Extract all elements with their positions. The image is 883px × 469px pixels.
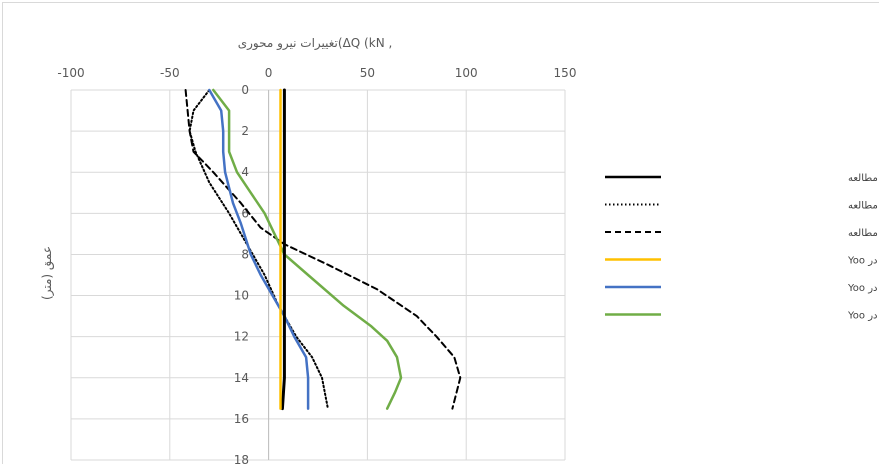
legend-item-0: فاصله ۲- برابر قطر تونل در این مطالعه [605, 173, 883, 184]
series-line-2 [184, 89, 462, 410]
y-tick-label: 14 [234, 371, 249, 385]
chart-svg: -100 -50 0 50 100 150 0 2 4 6 8 10 12 14 16 18 تغییرات … [3, 3, 883, 467]
y-tick-label: 10 [234, 289, 249, 303]
legend-label: فاصله ۲- برابر قطر تونل در این مطالعه [848, 228, 880, 239]
legend-item-4: فاصله ۰ برابر قطر تونل در Yoo [605, 283, 883, 294]
x-tick-label: -50 [160, 66, 180, 80]
legend-label: فاصله ۳- برابر قطر تونل در Yoo [847, 256, 880, 267]
legend: فاصله ۲- برابر قطر تونل در این مطالعه فاص… [605, 173, 883, 322]
y-tick-label: 4 [241, 165, 249, 179]
gridlines [70, 89, 566, 461]
legend-item-5: فاصله ۳- برابر قطر تونل در Yoo [605, 311, 883, 322]
x-tick-label: -100 [57, 66, 84, 80]
legend-label: فاصله ۰ برابر قطر تونل در این مطالعه [848, 201, 880, 212]
y-tick-label: 8 [241, 247, 249, 261]
y-axis-title: عمق (متر) [40, 246, 55, 300]
legend-item-2: فاصله ۲- برابر قطر تونل در این مطالعه [605, 228, 883, 239]
tick-labels: -100 -50 0 50 100 150 0 2 4 6 8 10 12 14 16 18 [57, 66, 577, 467]
x-tick-label: 0 [265, 66, 273, 80]
legend-label: فاصله ۳- برابر قطر تونل در Yoo [847, 311, 880, 322]
legend-label: فاصله ۲- برابر قطر تونل در این مطالعه [848, 173, 880, 184]
legend-label: فاصله ۰ برابر قطر تونل در Yoo [847, 283, 880, 294]
y-tick-label: 16 [234, 412, 249, 426]
x-tick-label: 150 [554, 66, 577, 80]
x-tick-label: 50 [360, 66, 375, 80]
y-tick-label: 0 [241, 83, 249, 97]
y-tick-label: 18 [234, 453, 249, 465]
y-tick-label: 2 [241, 124, 249, 138]
y-tick-label: 12 [234, 330, 249, 344]
series-line-4 [208, 88, 310, 410]
y-tick-label: 6 [241, 206, 249, 220]
legend-item-3: فاصله ۳- برابر قطر تونل در Yoo [605, 256, 883, 267]
legend-item-1: فاصله ۰ برابر قطر تونل در این مطالعه [605, 201, 883, 212]
plot-series [184, 88, 462, 411]
series-line-0 [280, 88, 286, 411]
x-tick-label: 100 [455, 66, 478, 80]
chart-title: تغییرات نیرو محوری(ΔQ (kN , [238, 36, 393, 51]
